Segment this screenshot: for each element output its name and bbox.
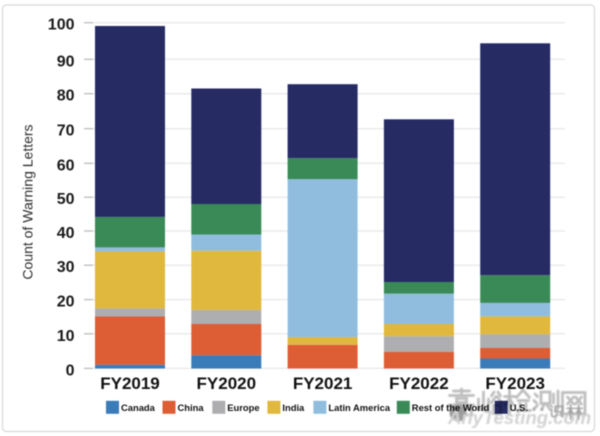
svg-text:30: 30	[57, 259, 75, 276]
svg-text:India: India	[282, 402, 305, 413]
svg-text:China: China	[178, 402, 205, 413]
svg-text:60: 60	[57, 157, 75, 174]
svg-text:Canada: Canada	[121, 402, 156, 413]
svg-text:FY2019: FY2019	[100, 374, 160, 393]
svg-text:50: 50	[57, 191, 75, 208]
svg-text:FY2020: FY2020	[197, 374, 257, 393]
svg-text:Count of Warning Letters: Count of Warning Letters	[20, 124, 36, 279]
svg-text:Latin America: Latin America	[328, 402, 390, 413]
svg-text:FY2021: FY2021	[293, 374, 353, 393]
svg-text:0: 0	[66, 362, 75, 379]
svg-text:FY2022: FY2022	[389, 374, 449, 393]
svg-text:20: 20	[57, 294, 75, 311]
svg-text:70: 70	[57, 123, 75, 140]
svg-text:40: 40	[57, 225, 75, 242]
svg-text:Rest of the World: Rest of the World	[412, 402, 490, 413]
svg-text:100: 100	[48, 17, 75, 34]
svg-text:80: 80	[57, 88, 75, 105]
svg-text:FY2023: FY2023	[485, 374, 545, 393]
svg-text:90: 90	[57, 53, 75, 70]
svg-text:10: 10	[57, 328, 75, 345]
svg-text:Europe: Europe	[227, 402, 259, 413]
